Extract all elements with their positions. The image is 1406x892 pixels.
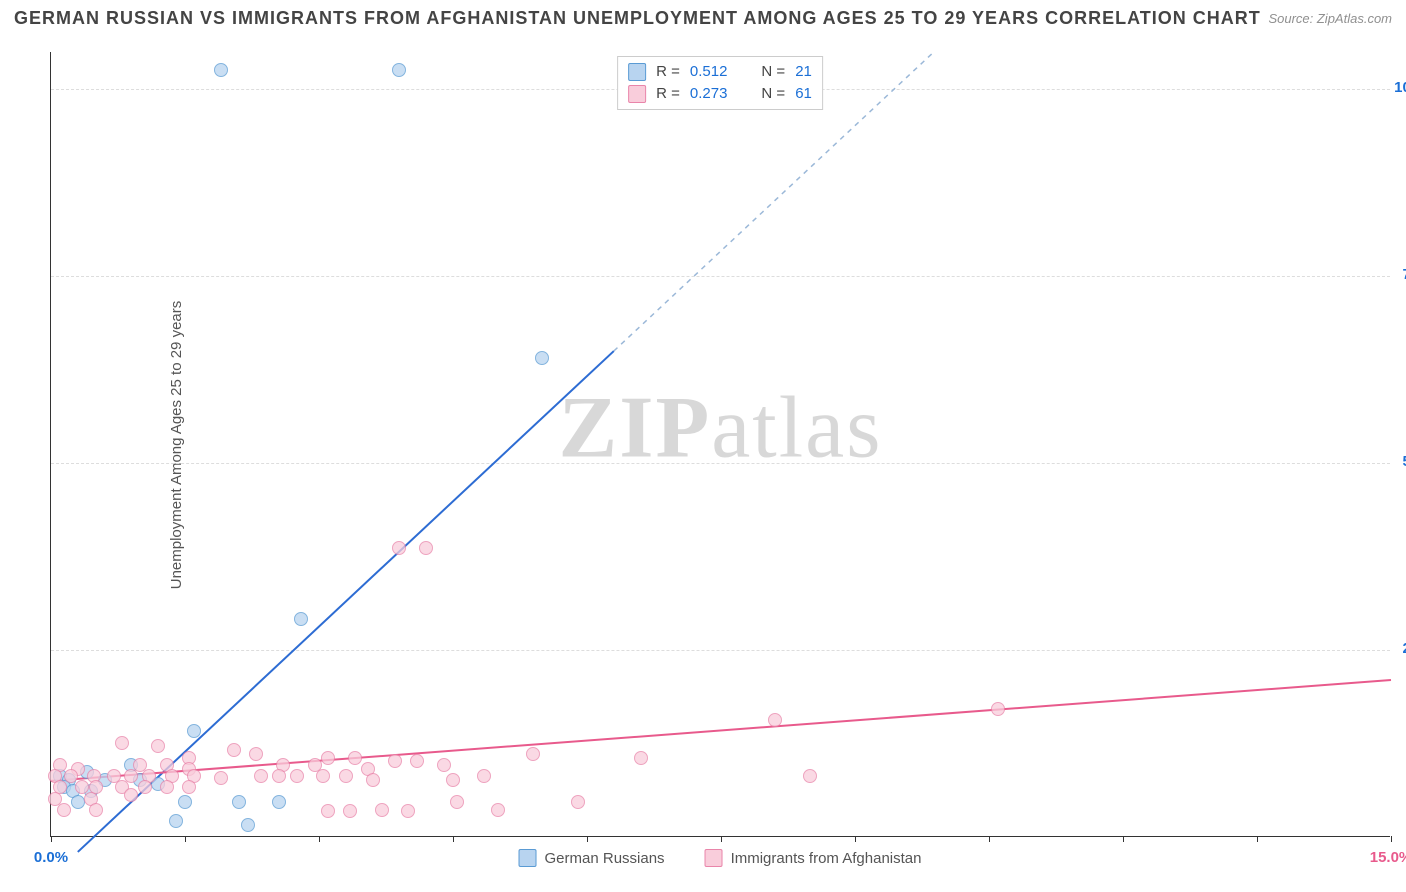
legend-swatch: [628, 63, 646, 81]
data-point: [526, 747, 540, 761]
y-tick-label: 100.0%: [1394, 79, 1406, 96]
data-point: [446, 773, 460, 787]
data-point: [401, 804, 415, 818]
source-label: Source: ZipAtlas.com: [1268, 11, 1392, 26]
data-point: [187, 724, 201, 738]
chart-title: GERMAN RUSSIAN VS IMMIGRANTS FROM AFGHAN…: [14, 8, 1261, 29]
data-point: [249, 747, 263, 761]
data-point: [348, 751, 362, 765]
data-point: [477, 769, 491, 783]
data-point: [991, 702, 1005, 716]
regression-line: [51, 680, 1391, 781]
data-point: [71, 795, 85, 809]
legend-series: German Russians Immigrants from Afghanist…: [519, 849, 922, 867]
plot-area: ZIPatlas 25.0%50.0%75.0%100.0%0.0%15.0%: [50, 52, 1390, 837]
chart-container: Unemployment Among Ages 25 to 29 years Z…: [50, 52, 1390, 837]
data-point: [339, 769, 353, 783]
legend-stat-row: R = 0.512 N = 21: [628, 61, 812, 83]
data-point: [321, 751, 335, 765]
x-tick-label: 15.0%: [1370, 849, 1406, 866]
data-point: [419, 541, 433, 555]
data-point: [214, 63, 228, 77]
data-point: [535, 351, 549, 365]
legend-swatch: [628, 85, 646, 103]
data-point: [321, 804, 335, 818]
data-point: [343, 804, 357, 818]
data-point: [89, 803, 103, 817]
data-point: [392, 63, 406, 77]
data-point: [232, 795, 246, 809]
data-point: [571, 795, 585, 809]
data-point: [124, 788, 138, 802]
legend-stat-row: R = 0.273 N = 61: [628, 83, 812, 105]
data-point: [272, 769, 286, 783]
data-point: [214, 771, 228, 785]
data-point: [634, 751, 648, 765]
data-point: [178, 795, 192, 809]
y-tick-label: 75.0%: [1402, 266, 1406, 283]
legend-series-item: German Russians: [519, 849, 665, 867]
data-point: [241, 818, 255, 832]
legend-series-item: Immigrants from Afghanistan: [705, 849, 922, 867]
legend-r-value: 0.273: [690, 83, 728, 105]
x-tick: [1391, 836, 1392, 842]
legend-n-label: N =: [761, 61, 785, 83]
data-point: [254, 769, 268, 783]
data-point: [151, 739, 165, 753]
data-point: [768, 713, 782, 727]
y-tick-label: 50.0%: [1402, 453, 1406, 470]
data-point: [366, 773, 380, 787]
data-point: [375, 803, 389, 817]
data-point: [227, 743, 241, 757]
data-point: [316, 769, 330, 783]
data-point: [392, 541, 406, 555]
data-point: [160, 780, 174, 794]
data-point: [290, 769, 304, 783]
data-point: [64, 769, 78, 783]
data-point: [169, 814, 183, 828]
legend-stats: R = 0.512 N = 21 R = 0.273 N = 61: [617, 56, 823, 110]
y-tick-label: 25.0%: [1402, 640, 1406, 657]
legend-series-label: Immigrants from Afghanistan: [731, 850, 922, 867]
legend-swatch: [519, 849, 537, 867]
x-tick-label: 0.0%: [34, 849, 68, 866]
data-point: [182, 780, 196, 794]
data-point: [115, 736, 129, 750]
legend-r-label: R =: [656, 83, 680, 105]
legend-n-value: 61: [795, 83, 812, 105]
data-point: [450, 795, 464, 809]
legend-r-value: 0.512: [690, 61, 728, 83]
data-point: [138, 780, 152, 794]
data-point: [388, 754, 402, 768]
legend-n-value: 21: [795, 61, 812, 83]
legend-swatch: [705, 849, 723, 867]
data-point: [272, 795, 286, 809]
legend-series-label: German Russians: [545, 850, 665, 867]
data-point: [57, 803, 71, 817]
data-point: [803, 769, 817, 783]
data-point: [294, 612, 308, 626]
data-point: [437, 758, 451, 772]
legend-r-label: R =: [656, 61, 680, 83]
legend-n-label: N =: [761, 83, 785, 105]
data-point: [410, 754, 424, 768]
regression-lines-svg: [51, 52, 1391, 837]
data-point: [491, 803, 505, 817]
